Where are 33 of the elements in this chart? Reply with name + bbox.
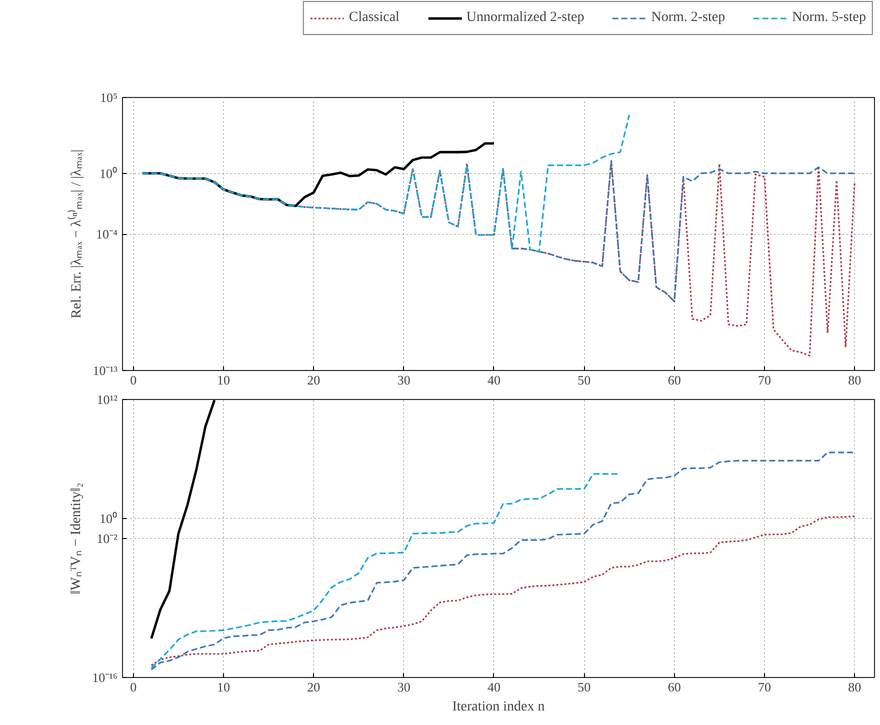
x-tick-label: 20 [307, 680, 320, 694]
x-axis-title: Iteration index n [452, 700, 545, 714]
x-tick-label: 70 [758, 680, 771, 694]
legend-label: Norm. 2-step [651, 10, 726, 26]
y-tick-label: 10⁵ [100, 90, 118, 105]
x-tick-label: 0 [130, 372, 137, 388]
legend-label: Unnormalized 2-step [466, 10, 584, 26]
x-tick-label: 10 [216, 372, 230, 388]
x-tick-label: 10 [216, 680, 230, 694]
x-tick-label: 40 [487, 372, 500, 388]
x-tick-label: 80 [848, 372, 862, 388]
y-tick-label: 10⁻¹³ [92, 363, 118, 378]
y-tick-label: 10⁰ [100, 166, 118, 181]
x-tick-label: 70 [758, 372, 771, 388]
x-tick-label: 20 [307, 372, 320, 388]
x-tick-label: 30 [397, 680, 410, 694]
y-tick-label: 10⁻⁴ [96, 226, 118, 242]
y-tick-label: 10⁻¹⁶ [92, 670, 118, 685]
x-tick-label: 80 [848, 680, 862, 694]
x-tick-label: 50 [578, 680, 591, 694]
y-tick-label: 10⁰ [100, 511, 118, 526]
x-tick-label: 50 [578, 372, 591, 388]
y-tick-label: 10⁻² [96, 531, 118, 546]
legend-label: Norm. 5-step [792, 10, 866, 26]
x-tick-label: 40 [487, 680, 500, 694]
x-tick-label: 60 [668, 680, 681, 694]
y-axis-title: Rel. Err. |λₘₐₓ − λ⁽ⁿ⁾ₘₐₓ| / |λₘₐₓ| [68, 150, 85, 318]
x-tick-label: 30 [397, 372, 410, 388]
y-tick-label: 10¹² [96, 392, 118, 407]
legend-label: Classical [348, 10, 400, 26]
y-axis-title: ‖WₙᵀVₙ − Identity‖₂ [69, 482, 84, 594]
x-tick-label: 60 [668, 372, 681, 388]
x-tick-label: 0 [130, 680, 137, 694]
